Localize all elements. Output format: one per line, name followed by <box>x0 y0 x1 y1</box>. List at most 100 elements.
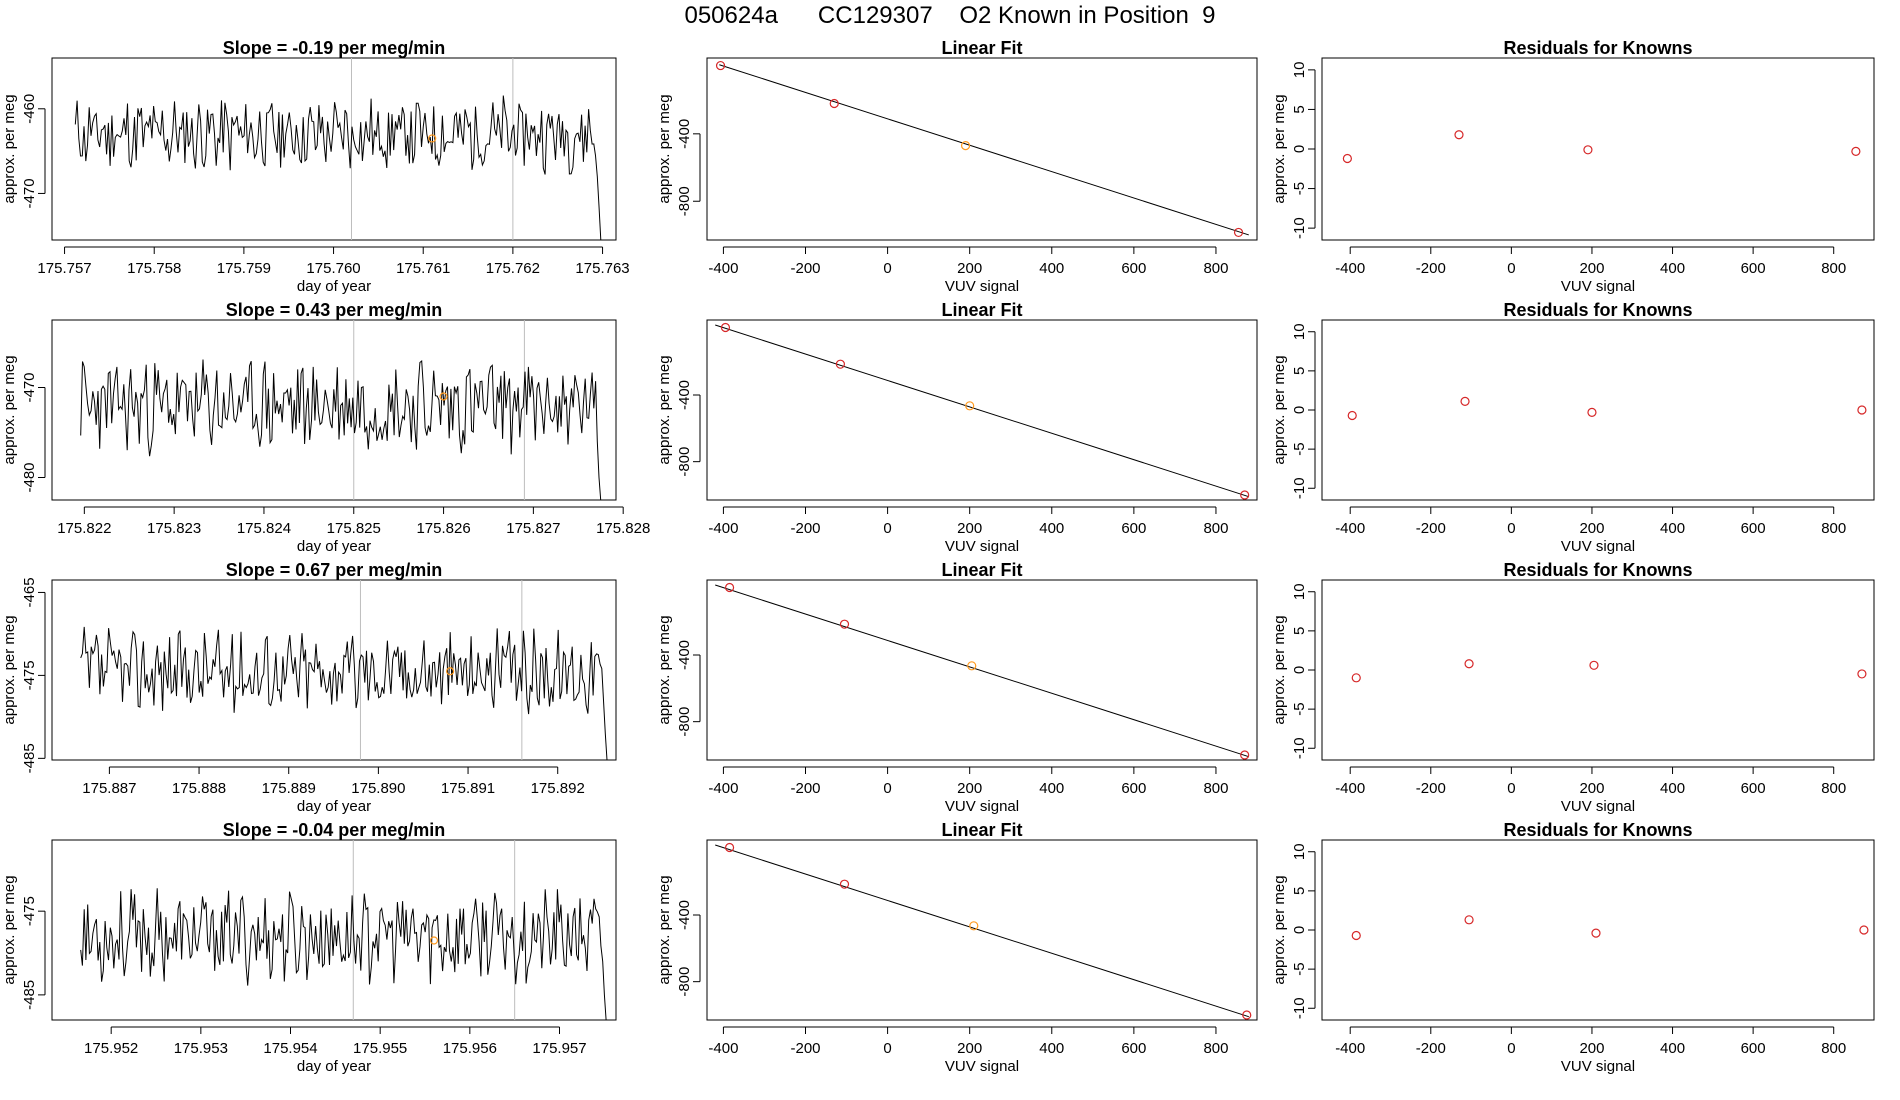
y-axis-label: approx. per meg <box>1271 875 1288 984</box>
x-tick-label: 600 <box>1741 260 1766 277</box>
x-tick-label: 800 <box>1203 780 1228 797</box>
plot-frame <box>51 319 617 501</box>
x-tick-label: -400 <box>708 1040 738 1057</box>
residual-point <box>1342 153 1352 164</box>
x-tick-label: 175.952 <box>84 1040 138 1057</box>
linear-fit-panel-row1: Linear Fit -400 -200 0 200 400 600 800 VUV signa… <box>656 38 1258 295</box>
x-tick-label: 800 <box>1821 260 1846 277</box>
residual-point <box>1351 673 1361 683</box>
signal-trace <box>80 888 607 1021</box>
y-tick-label: -475 <box>21 660 38 690</box>
plot-frame <box>706 319 1258 501</box>
y-tick-label: -460 <box>21 94 38 124</box>
sample-point <box>969 921 979 931</box>
plot-frame <box>706 839 1258 1021</box>
x-tick-label: 800 <box>1821 520 1846 537</box>
known-point <box>724 842 735 853</box>
y-axis-label: approx. per meg <box>1 94 18 203</box>
y-tick-label: 5 <box>1291 627 1308 635</box>
x-axis-label: day of year <box>297 798 371 815</box>
residuals-panel-row4: Residuals for Knowns -400 -200 0 200 400 600 80… <box>1271 820 1875 1075</box>
plot-frame <box>51 839 617 1021</box>
panel-title: Residuals for Knowns <box>1503 300 1692 320</box>
x-tick-label: 0 <box>1507 780 1515 797</box>
x-tick-label: 800 <box>1203 520 1228 537</box>
x-tick-label: -400 <box>708 520 738 537</box>
x-axis-label: VUV signal <box>945 278 1019 295</box>
residual-point <box>1460 396 1470 406</box>
x-tick-label: -200 <box>1416 520 1446 537</box>
x-tick-label: 175.824 <box>237 520 291 537</box>
x-tick-label: 175.762 <box>486 260 540 277</box>
sample-marker <box>428 134 437 143</box>
x-tick-label: 175.759 <box>217 260 271 277</box>
sample-point <box>960 141 971 151</box>
x-axis-label: VUV signal <box>1561 278 1635 295</box>
plot-frame <box>706 57 1258 241</box>
x-tick-label: -200 <box>790 260 820 277</box>
x-tick-label: 175.826 <box>416 520 470 537</box>
y-tick-label: -485 <box>21 743 38 773</box>
known-point <box>1242 1010 1252 1020</box>
signal-trace <box>80 626 608 761</box>
x-tick-label: 0 <box>1507 520 1515 537</box>
x-tick-label: -400 <box>1335 260 1365 277</box>
residual-point <box>1857 405 1867 415</box>
x-tick-label: 200 <box>1579 1040 1604 1057</box>
x-tick-label: 175.822 <box>57 520 111 537</box>
x-tick-label: -400 <box>1335 780 1365 797</box>
known-point <box>724 582 735 593</box>
residual-point <box>1454 130 1464 140</box>
y-tick-label: 10 <box>1291 323 1308 340</box>
panel-title: Slope = 0.67 per meg/min <box>226 560 443 580</box>
y-tick-label: -465 <box>21 577 38 607</box>
x-axis-label: VUV signal <box>1561 538 1635 555</box>
x-tick-label: 175.890 <box>351 780 405 797</box>
y-tick-label: 0 <box>1291 926 1308 934</box>
x-tick-label: 175.763 <box>575 260 629 277</box>
y-tick-label: -480 <box>21 462 38 492</box>
fit-line <box>715 324 1249 498</box>
known-point <box>1240 750 1250 760</box>
residual-point <box>1587 407 1597 417</box>
panel-title: Residuals for Knowns <box>1503 560 1692 580</box>
y-tick-label: -800 <box>676 447 693 477</box>
panel-title: Slope = 0.43 per meg/min <box>226 300 443 320</box>
known-point <box>715 60 726 71</box>
plot-frame <box>51 57 617 241</box>
plot-frame <box>51 579 617 761</box>
y-axis-label: approx. per meg <box>1 355 18 464</box>
x-tick-label: -200 <box>1416 1040 1446 1057</box>
known-point <box>839 619 850 629</box>
y-tick-label: 0 <box>1291 406 1308 414</box>
x-tick-label: -400 <box>708 260 738 277</box>
linear-fit-panel-row4: Linear Fit -400 -200 0 200 400 600 800 VUV signa… <box>656 820 1258 1075</box>
known-point <box>829 98 839 109</box>
sample-point <box>965 401 975 411</box>
timeseries-panel-row4: Slope = -0.04 per meg/min 175.952 175.953 1… <box>1 820 617 1075</box>
panel-title: Residuals for Knowns <box>1503 820 1692 840</box>
residual-point <box>1351 930 1361 941</box>
panel-title: Slope = -0.19 per meg/min <box>223 38 446 58</box>
y-axis-label: approx. per meg <box>1 615 18 724</box>
y-tick-label: -10 <box>1291 477 1308 499</box>
panel-title: Linear Fit <box>941 820 1022 840</box>
x-tick-label: 175.823 <box>147 520 201 537</box>
sample-marker <box>429 936 439 945</box>
plot-frame <box>706 579 1258 761</box>
residual-point <box>1591 928 1601 938</box>
x-tick-label: 600 <box>1121 520 1146 537</box>
y-tick-label: 10 <box>1291 843 1308 860</box>
plot-frame <box>1321 839 1875 1021</box>
y-axis-label: approx. per meg <box>1 875 18 984</box>
x-tick-label: 175.758 <box>127 260 181 277</box>
y-axis-label: approx. per meg <box>656 94 673 203</box>
y-tick-label: -10 <box>1291 737 1308 759</box>
residual-point <box>1464 915 1474 925</box>
y-tick-label: -400 <box>676 119 693 149</box>
y-tick-label: -400 <box>676 380 693 410</box>
x-tick-label: 600 <box>1741 780 1766 797</box>
y-axis-label: approx. per meg <box>1271 615 1288 724</box>
x-tick-label: 175.761 <box>396 260 450 277</box>
x-tick-label: -200 <box>1416 260 1446 277</box>
